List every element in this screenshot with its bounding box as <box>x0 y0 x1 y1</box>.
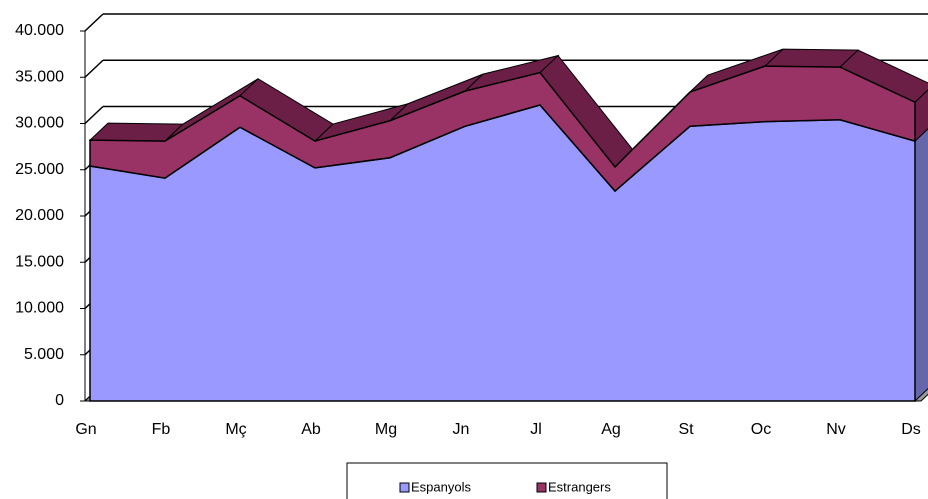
x-tick-label: Fb <box>152 421 171 438</box>
area <box>89 65 916 193</box>
grid-line <box>84 105 104 125</box>
grid-line <box>84 13 104 32</box>
legend-label: Espanyols <box>411 479 471 494</box>
x-tick-label: Mç <box>225 421 246 438</box>
x-tick-label: Ds <box>901 421 921 438</box>
y-tick-label: 40.000 <box>15 22 64 39</box>
y-tick-label: 15.000 <box>15 253 64 270</box>
grid-line <box>84 59 104 78</box>
x-tick-label: Ab <box>301 421 321 438</box>
y-tick-label: 30.000 <box>15 115 64 132</box>
x-tick-label: Mg <box>375 421 397 438</box>
x-tick-label: Jn <box>453 421 470 438</box>
legend-label: Estrangers <box>548 479 611 494</box>
x-tick-label: Gn <box>75 421 96 438</box>
legend-swatch <box>399 482 410 493</box>
y-tick-label: 5.000 <box>24 346 64 363</box>
x-tick-label: Oc <box>751 421 771 438</box>
x-tick-label: Ag <box>601 421 621 438</box>
x-tick-label: Jl <box>530 421 542 438</box>
y-tick-label: 25.000 <box>15 161 64 178</box>
area-side-face <box>914 128 928 403</box>
legend-box <box>346 462 668 499</box>
y-tick-label: 10.000 <box>15 300 64 317</box>
area <box>89 104 916 402</box>
legend-swatch <box>536 482 547 493</box>
y-tick-label: 0 <box>55 392 64 409</box>
y-tick-label: 35.000 <box>15 68 64 85</box>
x-tick-label: St <box>678 421 694 438</box>
y-tick-label: 20.000 <box>15 207 64 224</box>
x-tick-label: Nv <box>826 421 846 438</box>
